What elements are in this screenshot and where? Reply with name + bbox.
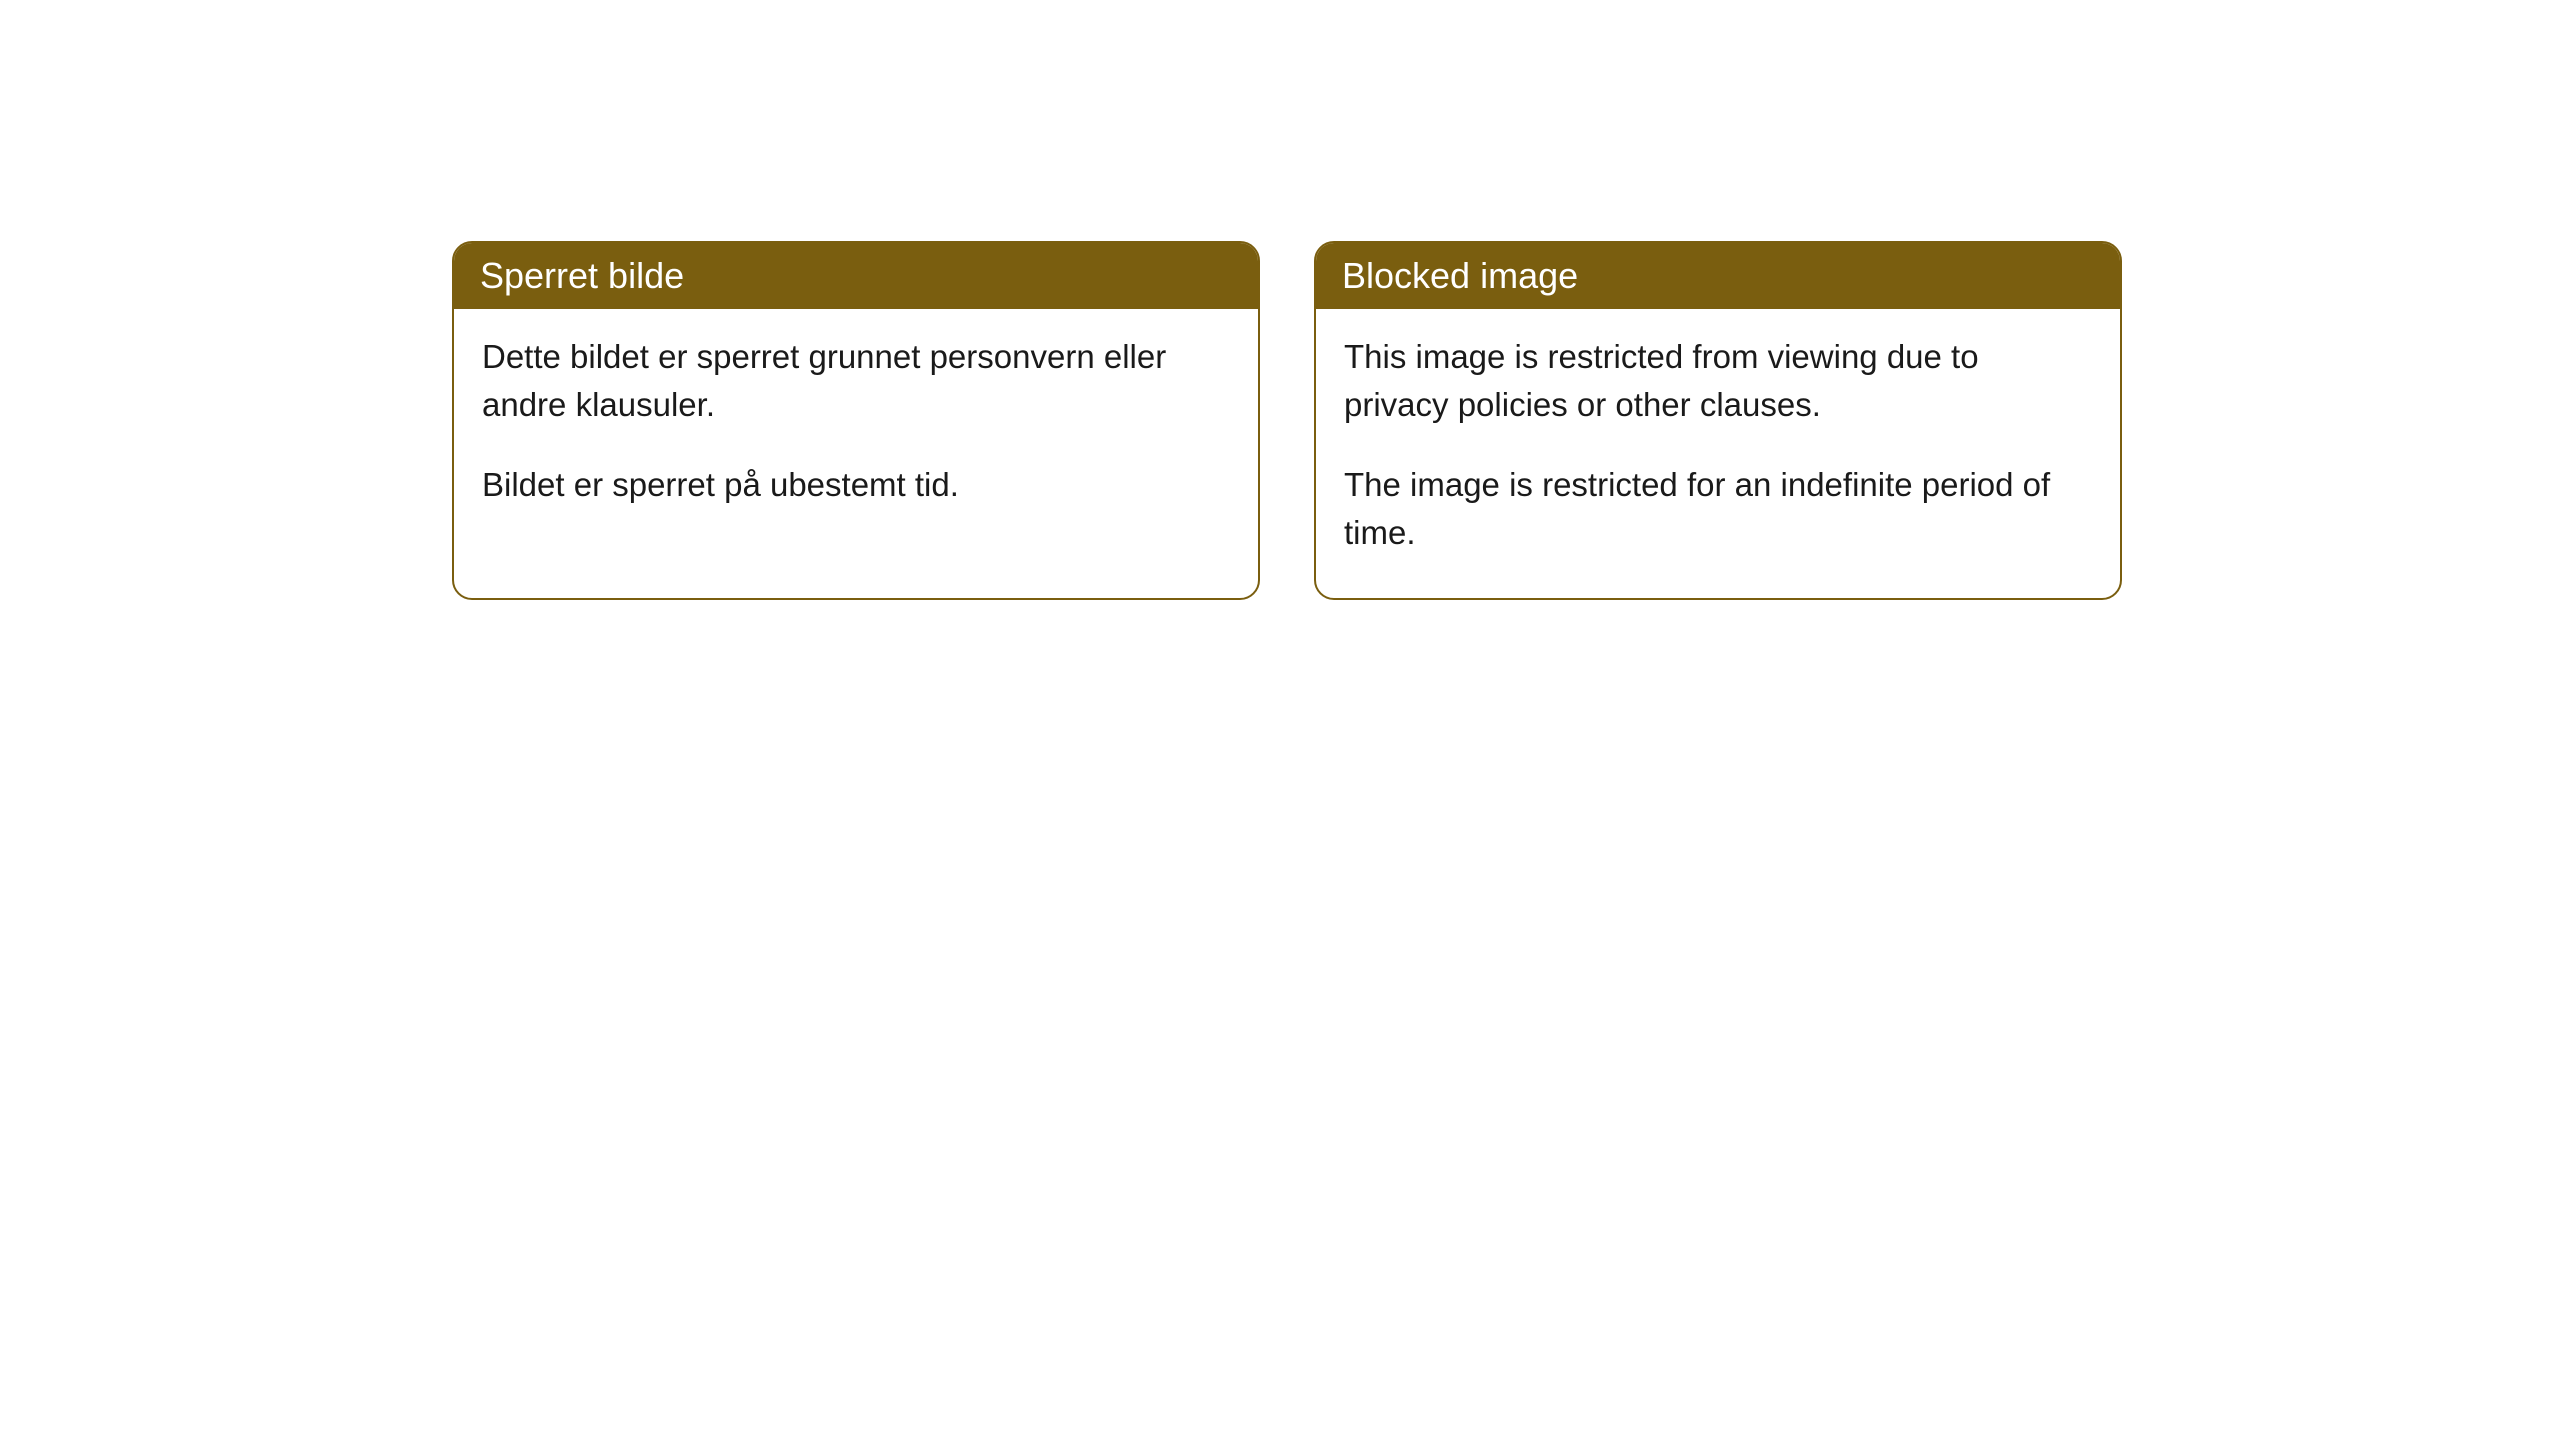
- card-body-english: This image is restricted from viewing du…: [1316, 309, 2120, 598]
- card-text-duration-en: The image is restricted for an indefinit…: [1344, 461, 2092, 557]
- blocked-image-card-english: Blocked image This image is restricted f…: [1314, 241, 2122, 600]
- notice-cards-container: Sperret bilde Dette bildet er sperret gr…: [0, 0, 2560, 600]
- card-text-duration-no: Bildet er sperret på ubestemt tid.: [482, 461, 1230, 509]
- card-text-reason-no: Dette bildet er sperret grunnet personve…: [482, 333, 1230, 429]
- card-text-reason-en: This image is restricted from viewing du…: [1344, 333, 2092, 429]
- card-header-norwegian: Sperret bilde: [454, 243, 1258, 309]
- card-header-english: Blocked image: [1316, 243, 2120, 309]
- card-body-norwegian: Dette bildet er sperret grunnet personve…: [454, 309, 1258, 551]
- blocked-image-card-norwegian: Sperret bilde Dette bildet er sperret gr…: [452, 241, 1260, 600]
